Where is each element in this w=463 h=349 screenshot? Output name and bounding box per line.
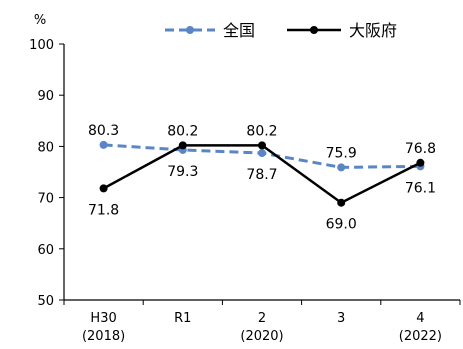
data-point-osaka <box>99 184 108 193</box>
x-tick-label: (2022) <box>399 329 442 344</box>
y-axis-ticks: 50 60 70 80 90 100 <box>29 38 64 309</box>
data-label-osaka: 76.8 <box>405 141 436 157</box>
data-label-national: 79.3 <box>167 164 198 180</box>
legend-label-osaka: 大阪府 <box>349 21 397 40</box>
data-point-national <box>99 140 108 149</box>
legend-item-national: 全国 <box>165 21 255 40</box>
data-label-osaka: 71.8 <box>88 202 119 218</box>
data-point-national <box>337 163 346 172</box>
legend-item-osaka: 大阪府 <box>287 21 397 40</box>
data-label-national: 78.7 <box>246 167 277 183</box>
data-labels: 80.3 79.3 78.7 75.9 76.1 71.8 80.2 80.2 69.0 76.8 <box>88 123 436 233</box>
y-tick-label: 60 <box>37 243 54 258</box>
data-point-national <box>258 149 266 158</box>
data-point-osaka <box>416 158 425 167</box>
x-tick-label: R1 <box>174 311 191 326</box>
data-label-national: 75.9 <box>326 145 357 161</box>
data-label-osaka: 69.0 <box>326 217 357 233</box>
data-point-osaka <box>178 141 187 150</box>
data-point-osaka <box>337 198 346 207</box>
data-label-osaka: 80.2 <box>167 123 198 139</box>
legend-marker-osaka <box>310 26 318 34</box>
data-label-national: 76.1 <box>405 180 436 196</box>
x-tick-label: 3 <box>337 311 345 326</box>
y-tick-label: 50 <box>37 294 54 309</box>
data-label-national: 80.3 <box>88 123 119 139</box>
plot-area <box>99 140 425 207</box>
legend: 全国 大阪府 <box>165 21 397 40</box>
x-tick-label: (2018) <box>82 329 125 344</box>
data-label-osaka: 80.2 <box>246 123 277 139</box>
y-tick-label: 80 <box>37 140 54 155</box>
legend-label-national: 全国 <box>223 21 255 40</box>
x-tick-label: 2 <box>258 311 266 326</box>
x-tick-label: 4 <box>416 311 424 326</box>
y-axis-unit-label: % <box>34 13 46 28</box>
x-axis-ticks: H30 (2018) R1 2 (2020) 3 4 (2022) <box>63 300 461 344</box>
legend-marker-national <box>186 26 194 34</box>
y-tick-label: 70 <box>37 192 54 207</box>
chart-axes <box>63 44 460 301</box>
x-tick-label: (2020) <box>240 329 283 344</box>
y-tick-label: 100 <box>29 38 54 53</box>
y-tick-label: 90 <box>37 89 54 104</box>
data-point-osaka <box>258 141 266 150</box>
x-tick-label: H30 <box>90 311 116 326</box>
